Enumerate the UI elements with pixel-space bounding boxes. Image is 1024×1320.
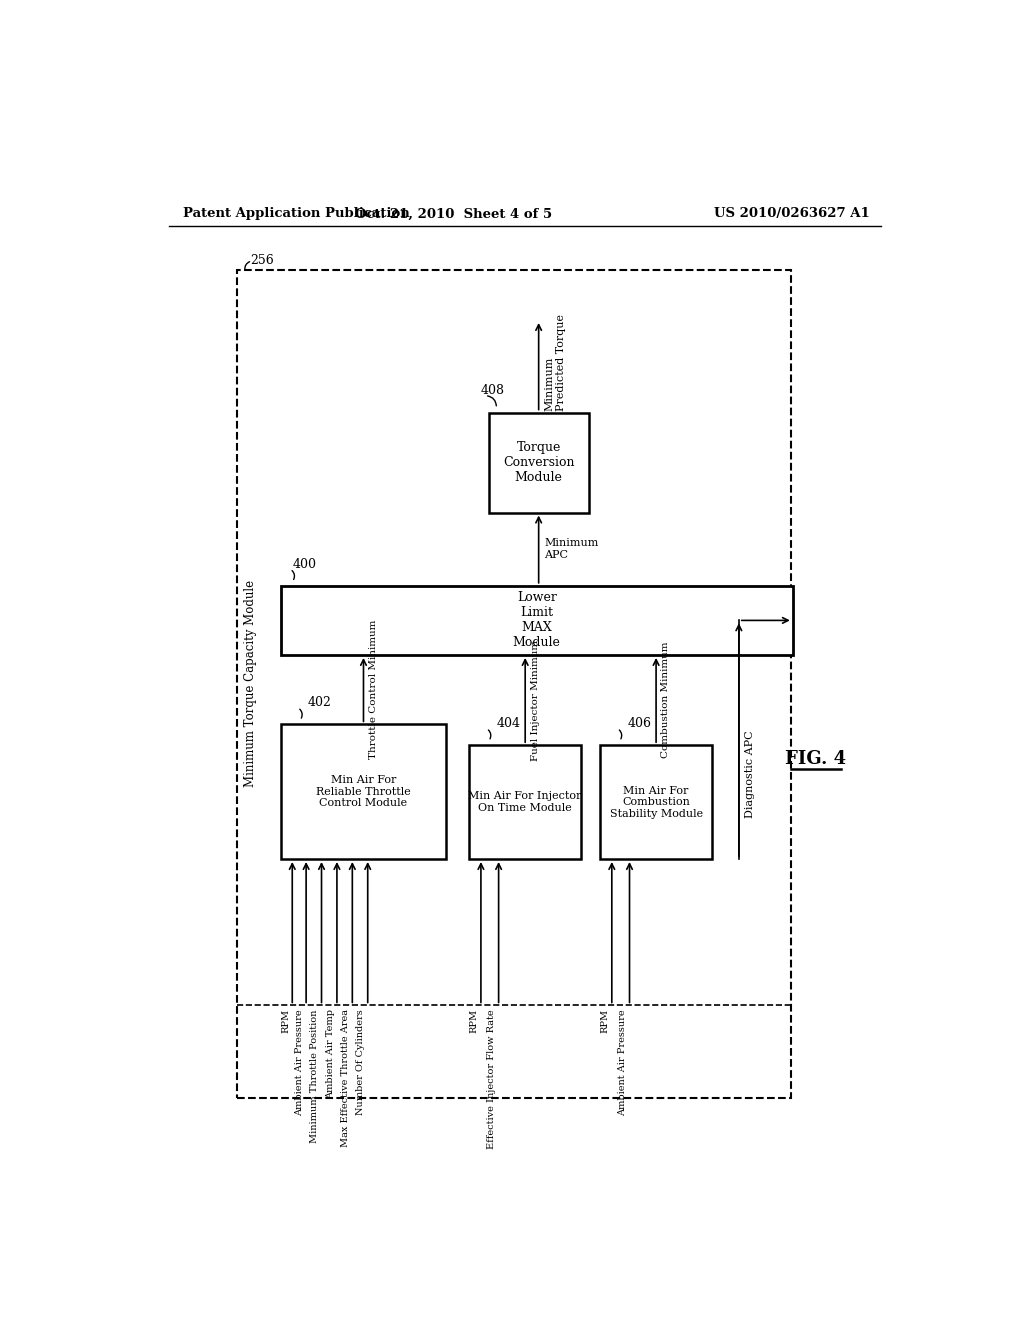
Text: Minimum Torque Capacity Module: Minimum Torque Capacity Module [244,581,257,788]
Text: Throttle Control Minimum: Throttle Control Minimum [369,620,378,759]
Text: 402: 402 [307,696,332,709]
Text: Fuel Injector Minimum: Fuel Injector Minimum [530,639,540,760]
Text: Number Of Cylinders: Number Of Cylinders [356,1010,366,1115]
Text: 408: 408 [481,384,505,397]
Text: RPM: RPM [470,1010,478,1034]
Bar [488,413,589,512]
Bar [281,725,446,859]
Text: RPM: RPM [600,1010,609,1034]
Bar [469,744,581,859]
Text: 404: 404 [497,717,520,730]
Text: 400: 400 [292,557,316,570]
Text: FIG. 4: FIG. 4 [785,750,847,768]
Text: Minimum Throttle Position: Minimum Throttle Position [310,1010,319,1143]
Text: Min Air For
Reliable Throttle
Control Module: Min Air For Reliable Throttle Control Mo… [316,775,411,808]
Text: US 2010/0263627 A1: US 2010/0263627 A1 [714,207,869,220]
Text: Lower
Limit
MAX
Module: Lower Limit MAX Module [513,591,561,649]
Text: Minimum
Predicted Torque: Minimum Predicted Torque [544,314,565,411]
Text: RPM: RPM [281,1010,290,1034]
Text: Effective Injector Flow Rate: Effective Injector Flow Rate [487,1010,497,1148]
Text: Ambient Air Pressure: Ambient Air Pressure [618,1010,628,1115]
Text: 406: 406 [628,717,651,730]
Text: Diagnostic APC: Diagnostic APC [745,730,755,818]
Text: Ambient Air Pressure: Ambient Air Pressure [295,1010,304,1115]
Text: 256: 256 [250,255,273,268]
Text: Minimum
APC: Minimum APC [544,539,598,560]
Text: Combustion Minimum: Combustion Minimum [662,642,671,759]
Text: Min Air For Injector
On Time Module: Min Air For Injector On Time Module [469,791,582,813]
Text: Oct. 21, 2010  Sheet 4 of 5: Oct. 21, 2010 Sheet 4 of 5 [355,207,553,220]
Bar [600,744,712,859]
Bar [237,271,792,1098]
Text: Patent Application Publication: Patent Application Publication [183,207,410,220]
Text: Min Air For
Combustion
Stability Module: Min Air For Combustion Stability Module [609,785,702,818]
Text: Torque
Conversion
Module: Torque Conversion Module [503,441,574,484]
Text: Max Effective Throttle Area: Max Effective Throttle Area [341,1010,350,1147]
Text: Ambient Air Temp: Ambient Air Temp [326,1010,335,1100]
Bar [281,586,793,655]
